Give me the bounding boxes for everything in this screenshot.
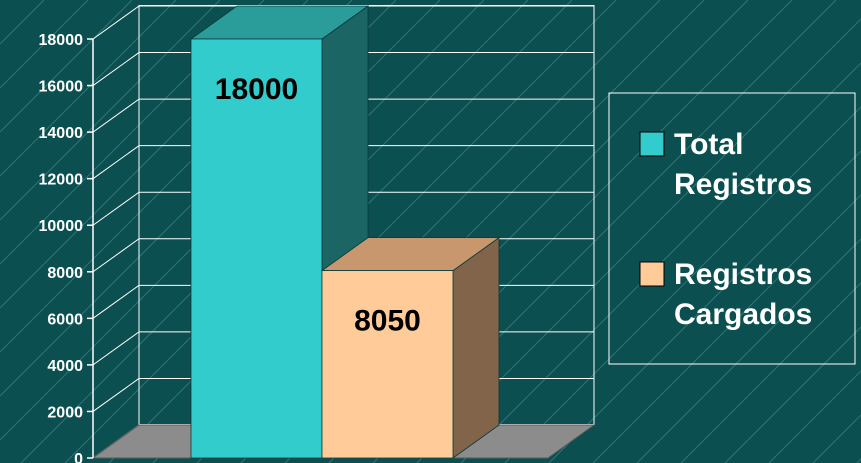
legend: Total Registros Registros Cargados xyxy=(608,92,856,365)
legend-swatch xyxy=(639,131,665,157)
data-label: 8050 xyxy=(354,305,421,338)
bar-total-registros: 18000 xyxy=(189,5,370,459)
legend-label: Total xyxy=(674,128,743,161)
gridline-depth xyxy=(92,5,140,40)
y-tick-label: 4000 xyxy=(47,358,83,375)
gridline-depth xyxy=(92,378,140,412)
data-label: 18000 xyxy=(215,73,298,106)
legend-box xyxy=(608,92,856,365)
legend-label: Registros xyxy=(674,258,812,291)
y-tick-label: 16000 xyxy=(39,79,84,96)
legend-label: Registros xyxy=(674,168,812,201)
y-tick-label: 18000 xyxy=(39,32,84,49)
y-tick-label: 0 xyxy=(74,451,83,463)
gridline-depth xyxy=(92,284,140,319)
bar-front xyxy=(190,38,323,459)
bars: 18000 8050 xyxy=(189,5,501,459)
gridline-depth xyxy=(92,98,140,133)
bar-front xyxy=(321,270,454,459)
gridline-depth xyxy=(92,331,140,366)
y-tick-label: 2000 xyxy=(47,404,83,421)
gridline-depth xyxy=(92,238,140,273)
y-tick-label: 6000 xyxy=(47,311,83,328)
y-tick-label: 14000 xyxy=(39,125,84,142)
y-tick-label: 12000 xyxy=(39,172,84,189)
y-tick-label: 10000 xyxy=(39,218,84,235)
legend-entry: Registros Cargados xyxy=(639,258,812,331)
gridline-depth xyxy=(92,145,140,180)
bar-side xyxy=(452,236,500,459)
y-tick-label: 8000 xyxy=(47,265,83,282)
legend-entry: Total Registros xyxy=(639,128,812,201)
gridline-depth xyxy=(92,191,140,226)
bar-registros-cargados: 8050 xyxy=(320,236,501,459)
legend-swatch xyxy=(639,261,665,287)
legend-label: Cargados xyxy=(674,298,812,331)
y-axis: 0 2000 4000 6000 8000 10000 12000 14000 16000 180… xyxy=(39,32,94,463)
gridline-depth xyxy=(92,52,140,86)
